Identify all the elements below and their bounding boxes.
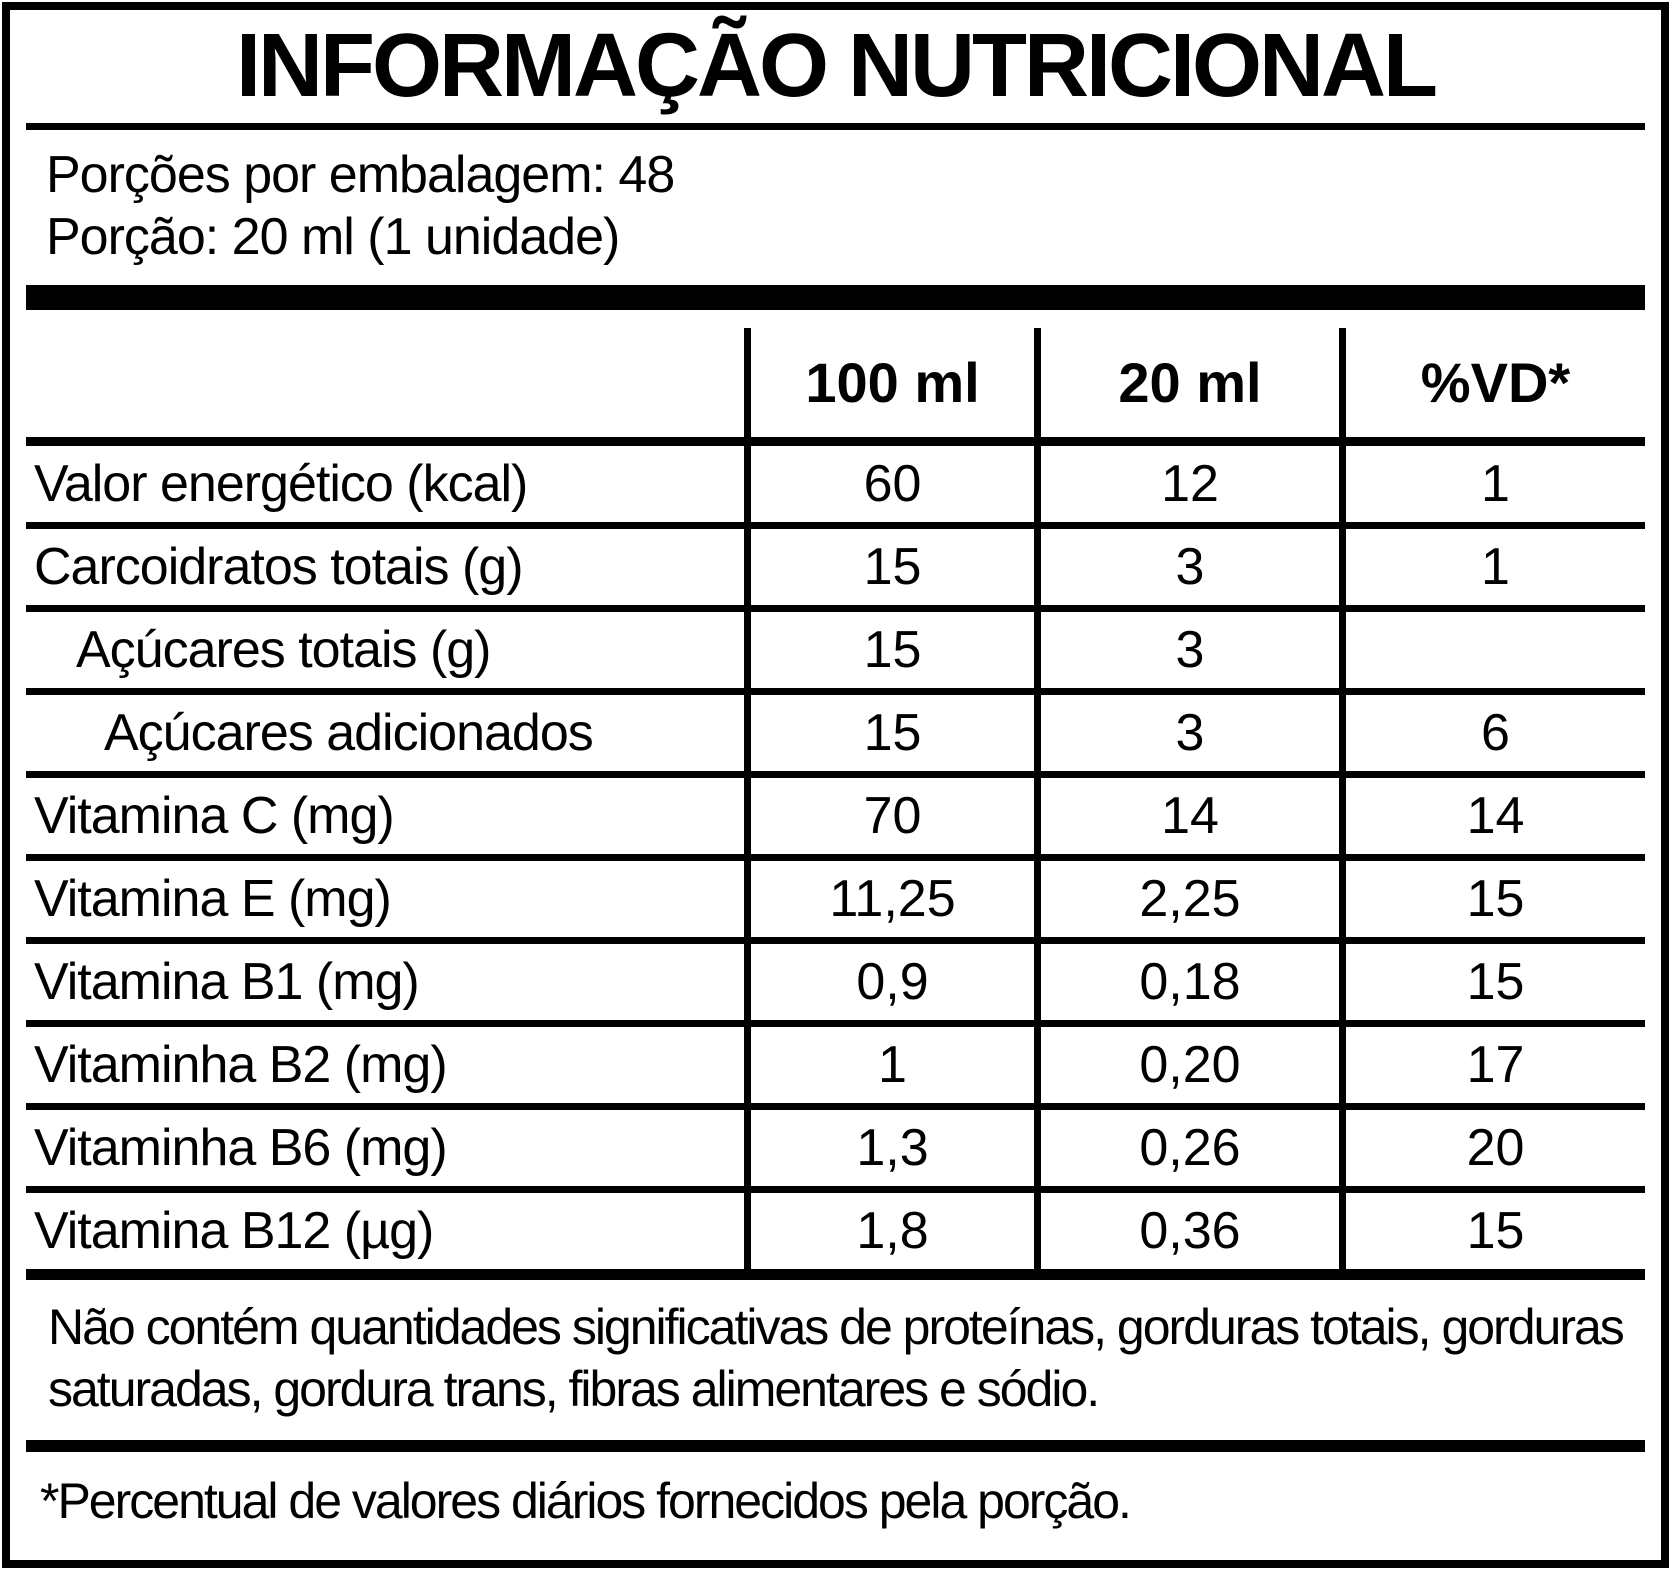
header-separator [26,437,1645,446]
row-label: Açúcares adicionados [104,704,594,762]
serving-info: Porções por embalagem: 48 Porção: 20 ml … [26,130,1645,285]
column-header-vd: %VD* [1339,328,1645,437]
row-separator [26,522,1645,529]
row-separator [26,1020,1645,1027]
column-header-100ml: 100 ml [744,328,1034,437]
row-label: Vitamina B1 (mg) [34,953,420,1011]
row-label: Açúcares totais (g) [76,621,492,679]
value-20ml: 12 [1034,446,1339,522]
value-20ml: 3 [1034,695,1339,771]
row-separator [26,605,1645,612]
row-separator [26,937,1645,944]
row-label: Vitaminha B2 (mg) [34,1036,448,1094]
value-vd [1339,612,1645,688]
title-underline [26,123,1645,130]
value-vd: 6 [1339,695,1645,771]
serving-size: Porção: 20 ml (1 unidade) [46,208,620,266]
title-row: INFORMAÇÃO NUTRICIONAL [26,10,1645,123]
value-20ml: 0,36 [1034,1193,1339,1269]
section-divider-bar [26,285,1645,310]
row-separator [26,1103,1645,1110]
table-row: Vitamina B1 (mg) 0,9 0,18 15 [26,944,1645,1020]
row-label: Vitamina C (mg) [34,787,395,845]
value-vd: 15 [1339,861,1645,937]
table-row: Vitamina B12 (µg) 1,8 0,36 15 [26,1193,1645,1269]
value-100ml: 1 [744,1027,1034,1103]
value-20ml: 14 [1034,778,1339,854]
daily-values-note: *Percentual de valores diários fornecido… [40,1473,1132,1529]
row-separator [26,688,1645,695]
nutrition-table: 100 ml 20 ml %VD* Valor energético (kcal… [26,310,1645,1280]
label-title: INFORMAÇÃO NUTRICIONAL [236,16,1438,116]
table-row: Vitamina E (mg) 11,25 2,25 15 [26,861,1645,937]
no-significant-amounts-note: Não contém quantidades significativas de… [48,1299,1625,1417]
value-20ml: 0,18 [1034,944,1339,1020]
value-100ml: 60 [744,446,1034,522]
row-separator [26,1186,1645,1193]
value-vd: 1 [1339,529,1645,605]
footnote-divider [26,1440,1645,1452]
table-bottom-rule [26,1269,1645,1280]
row-label: Carcoidratos totais (g) [34,538,524,596]
value-100ml: 70 [744,778,1034,854]
row-separator [26,771,1645,778]
row-separator [26,854,1645,861]
row-label: Vitamina B12 (µg) [34,1202,434,1260]
value-20ml: 2,25 [1034,861,1339,937]
value-vd: 20 [1339,1110,1645,1186]
value-vd: 15 [1339,944,1645,1020]
value-100ml: 1,3 [744,1110,1034,1186]
value-vd: 1 [1339,446,1645,522]
value-20ml: 3 [1034,612,1339,688]
value-100ml: 1,8 [744,1193,1034,1269]
column-header-20ml: 20 ml [1034,328,1339,437]
table-row: Açúcares totais (g) 15 3 [26,612,1645,688]
table-header-row: 100 ml 20 ml %VD* [26,328,1645,437]
value-100ml: 15 [744,612,1034,688]
table-row: Valor energético (kcal) 60 12 1 [26,446,1645,522]
table-top-spacer [26,310,1645,328]
table-row: Carcoidratos totais (g) 15 3 1 [26,529,1645,605]
value-vd: 14 [1339,778,1645,854]
value-vd: 17 [1339,1027,1645,1103]
value-vd: 15 [1339,1193,1645,1269]
value-20ml: 0,26 [1034,1110,1339,1186]
table-row: Vitamina C (mg) 70 14 14 [26,778,1645,854]
corner-cell [26,328,744,437]
table-row: Açúcares adicionados 15 3 6 [26,695,1645,771]
value-100ml: 15 [744,529,1034,605]
value-100ml: 15 [744,695,1034,771]
value-100ml: 11,25 [744,861,1034,937]
servings-per-package: Porções por embalagem: 48 [46,146,675,204]
value-20ml: 3 [1034,529,1339,605]
value-100ml: 0,9 [744,944,1034,1020]
table-row: Vitaminha B6 (mg) 1,3 0,26 20 [26,1110,1645,1186]
value-20ml: 0,20 [1034,1027,1339,1103]
row-label: Vitaminha B6 (mg) [34,1119,448,1177]
table-row: Vitaminha B2 (mg) 1 0,20 17 [26,1027,1645,1103]
row-label: Vitamina E (mg) [34,870,392,928]
row-label: Valor energético (kcal) [34,455,528,513]
